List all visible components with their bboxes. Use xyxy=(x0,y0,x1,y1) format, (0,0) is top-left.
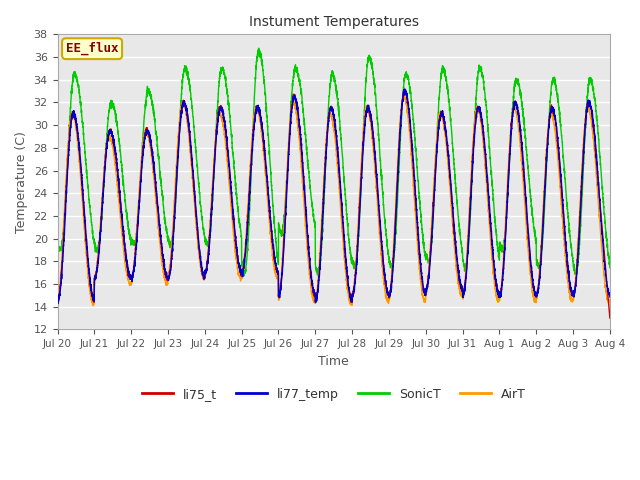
Text: EE_flux: EE_flux xyxy=(66,42,118,55)
Title: Instument Temperatures: Instument Temperatures xyxy=(249,15,419,29)
Y-axis label: Temperature (C): Temperature (C) xyxy=(15,131,28,233)
X-axis label: Time: Time xyxy=(318,355,349,368)
Legend: li75_t, li77_temp, SonicT, AirT: li75_t, li77_temp, SonicT, AirT xyxy=(137,383,531,406)
